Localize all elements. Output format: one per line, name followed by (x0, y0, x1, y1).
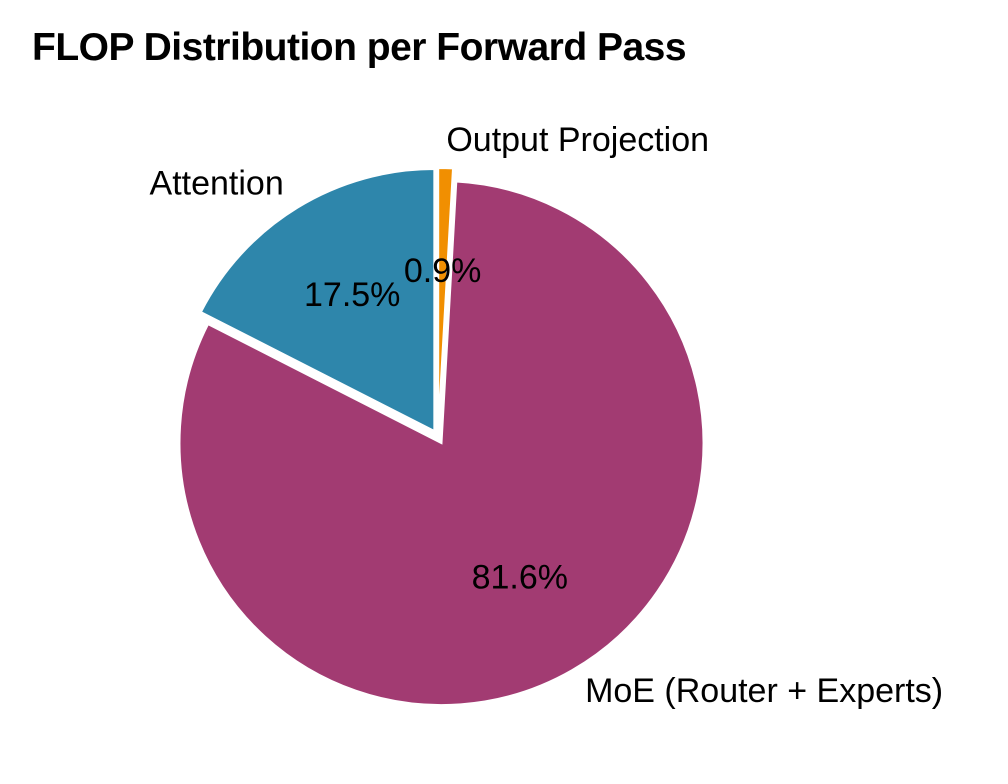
chart-title: FLOP Distribution per Forward Pass (32, 26, 687, 69)
pie-slice-1 (178, 180, 705, 707)
slice-percent-label: 0.9% (404, 252, 482, 290)
slice-label: Attention (150, 164, 284, 202)
slice-label: MoE (Router + Experts) (585, 672, 943, 710)
slice-label: Output Projection (446, 121, 709, 159)
slice-percent-label: 17.5% (304, 276, 400, 314)
pie-slice-0 (199, 168, 436, 433)
pie-slice-2 (437, 167, 455, 431)
slice-percent-label: 81.6% (472, 558, 568, 596)
